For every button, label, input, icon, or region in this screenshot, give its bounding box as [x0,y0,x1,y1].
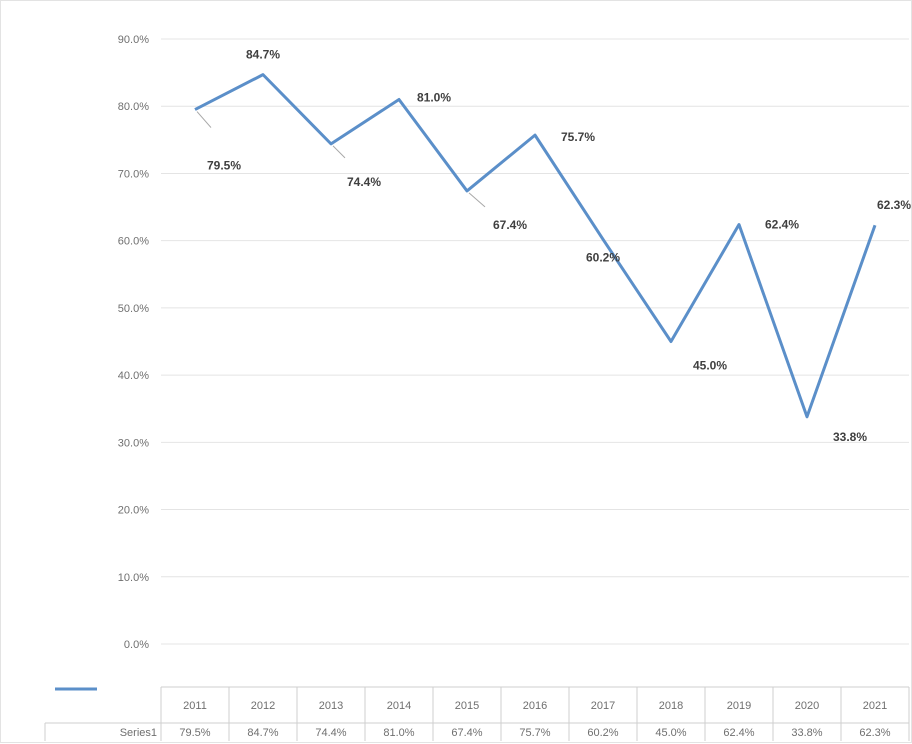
table-value-cell: 79.5% [179,727,210,739]
data-label: 74.4% [347,175,381,189]
y-tick-label: 40.0% [118,370,149,382]
label-leader-line [332,145,346,159]
x-category-label: 2014 [387,700,411,712]
table-value-cell: 62.3% [859,727,890,739]
y-tick-label: 50.0% [118,303,149,315]
table-value-cell: 33.8% [791,727,822,739]
x-category-label: 2015 [455,700,479,712]
data-label: 75.7% [561,130,595,144]
y-tick-label: 10.0% [118,572,149,584]
x-category-label: 2013 [319,700,343,712]
y-tick-label: 20.0% [118,505,149,517]
table-value-cell: 81.0% [383,727,414,739]
table-value-cell: 75.7% [519,727,550,739]
y-tick-label: 0.0% [124,639,149,651]
x-category-label: 2018 [659,700,683,712]
x-category-label: 2016 [523,700,547,712]
table-value-cell: 62.4% [723,727,754,739]
table-value-cell: 60.2% [587,727,618,739]
label-leader-line [196,111,212,128]
data-label: 67.4% [493,218,527,232]
y-tick-label: 90.0% [118,34,149,46]
y-tick-label: 70.0% [118,168,149,180]
table-value-cell: 74.4% [315,727,346,739]
table-value-cell: 45.0% [655,727,686,739]
data-label: 62.3% [877,198,911,212]
y-tick-label: 80.0% [118,101,149,113]
data-label: 33.8% [833,430,867,444]
label-leader-line [468,192,486,208]
x-category-label: 2017 [591,700,615,712]
y-tick-label: 30.0% [118,437,149,449]
series-line [194,73,877,419]
data-label: 60.2% [586,250,620,264]
data-label: 62.4% [765,218,799,232]
data-label: 81.0% [417,91,451,105]
x-category-label: 2021 [863,700,887,712]
x-category-label: 2019 [727,700,751,712]
table-value-cell: 67.4% [451,727,482,739]
x-category-label: 2020 [795,700,819,712]
y-tick-label: 60.0% [118,236,149,248]
x-category-label: 2012 [251,700,275,712]
data-label: 45.0% [693,359,727,373]
table-value-cell: 84.7% [247,727,278,739]
x-category-label: 2011 [183,700,207,712]
data-label: 84.7% [246,48,280,62]
data-label: 79.5% [207,159,241,173]
series-name-label: Series1 [120,727,157,739]
